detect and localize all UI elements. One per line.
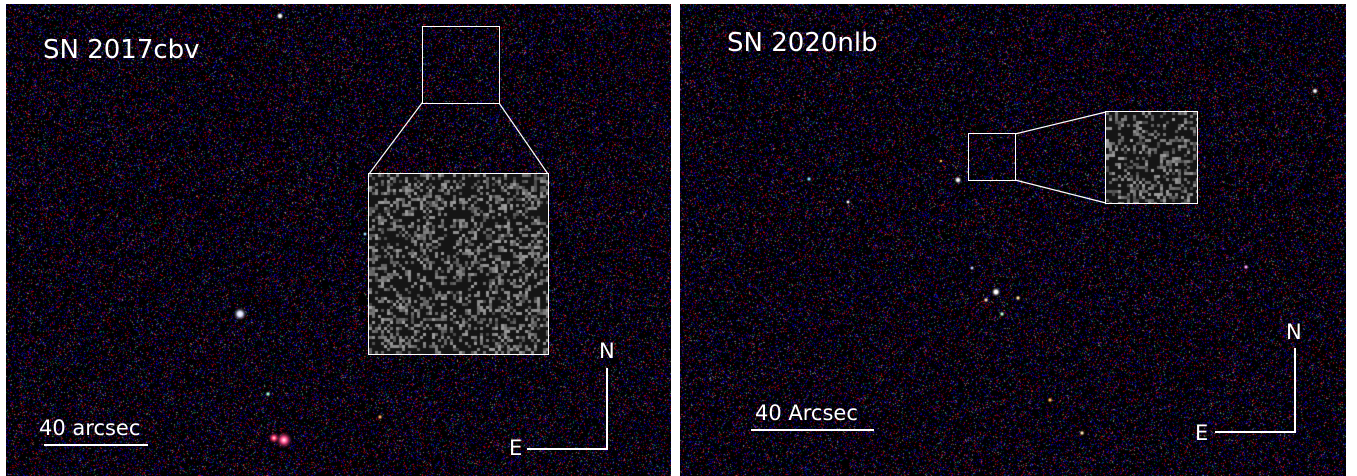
compass-east-label: E bbox=[1195, 421, 1209, 445]
panel-title: SN 2020nlb bbox=[727, 28, 878, 58]
compass-east-arrow bbox=[1215, 431, 1296, 433]
sky-image bbox=[6, 4, 671, 476]
panel-title: SN 2017cbv bbox=[43, 35, 200, 65]
compass-north-arrow bbox=[1294, 348, 1296, 433]
scale-bar-label: 40 arcsec bbox=[39, 416, 141, 440]
compass-east-label: E bbox=[509, 436, 523, 460]
sky-image bbox=[680, 4, 1346, 476]
zoom-region-box bbox=[422, 26, 500, 104]
compass-north-arrow bbox=[606, 368, 608, 450]
scale-bar bbox=[44, 444, 148, 446]
zoom-inset bbox=[368, 173, 549, 355]
compass-north-label: N bbox=[1286, 320, 1302, 344]
image-panel-sn2020nlb: SN 2020nlb 40 Arcsec N E bbox=[680, 4, 1346, 476]
compass-north-label: N bbox=[599, 339, 615, 363]
compass-east-arrow bbox=[527, 448, 608, 450]
image-panel-sn2017cbv: SN 2017cbv 40 arcsec N E bbox=[6, 4, 671, 476]
zoom-inset bbox=[1105, 111, 1198, 204]
zoom-inset-image bbox=[1106, 112, 1197, 203]
scale-bar-label: 40 Arcsec bbox=[755, 401, 858, 425]
scale-bar bbox=[751, 429, 874, 431]
zoom-region-box bbox=[968, 133, 1016, 181]
zoom-inset-image bbox=[369, 174, 548, 354]
